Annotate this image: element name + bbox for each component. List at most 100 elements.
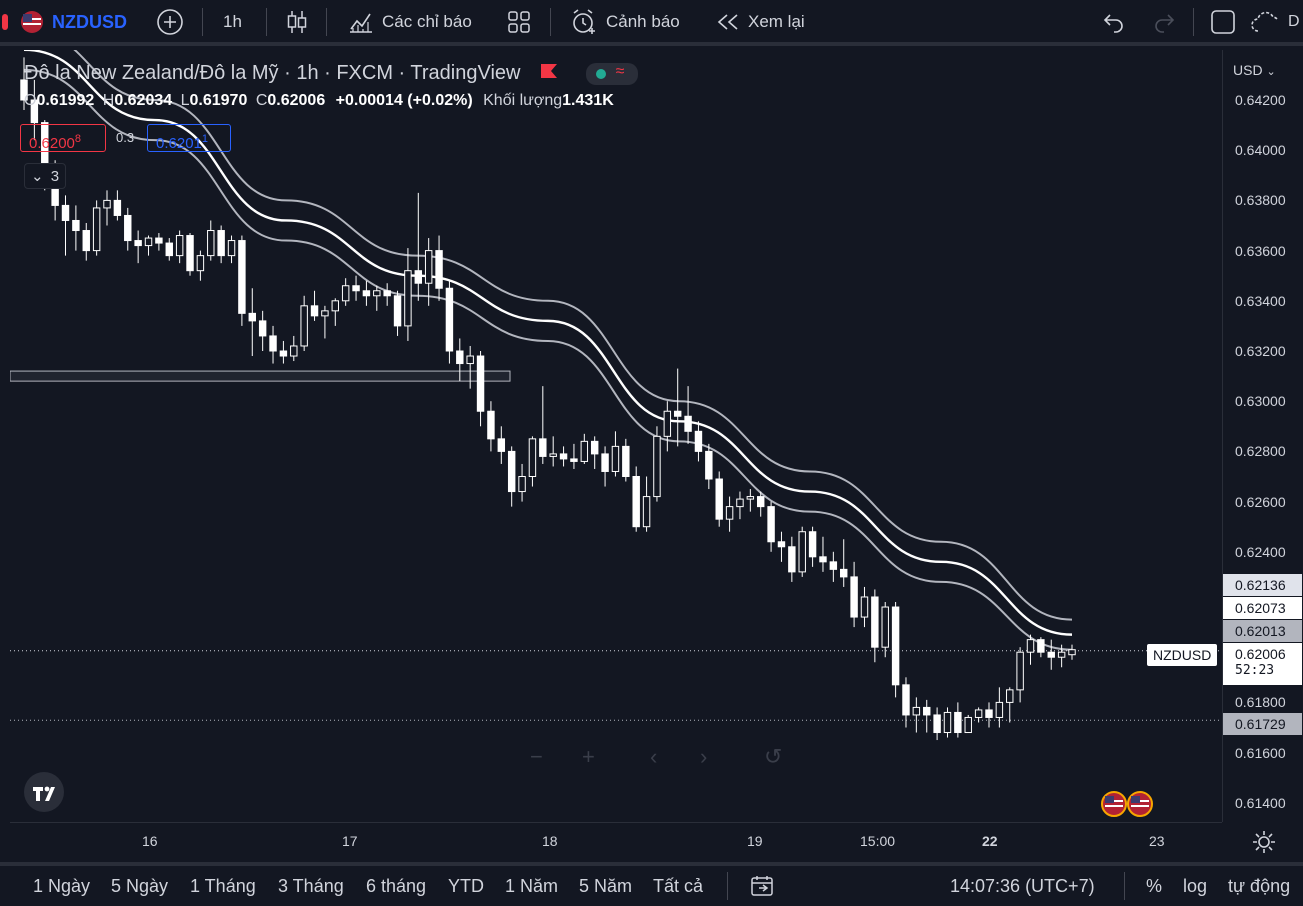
candle-body <box>497 438 506 452</box>
chart-navigation[interactable]: − + ‹ › ↺ <box>530 744 790 774</box>
cloud-icon <box>1251 11 1278 32</box>
buy-button[interactable]: 0.62011 <box>147 124 231 152</box>
buy-price-sup: 1 <box>201 133 209 145</box>
candle-body <box>1026 639 1035 653</box>
add-symbol-button[interactable] <box>156 0 184 44</box>
candle-body <box>622 445 630 478</box>
candlestick-chart[interactable] <box>10 50 1222 822</box>
candle-body <box>767 506 775 543</box>
indicators-collapse-button[interactable]: ⌄ 3 <box>24 163 66 189</box>
alarm-clock-icon <box>573 9 595 34</box>
candle-body <box>456 350 464 365</box>
upper-band-line <box>73 50 1073 621</box>
volume-label: Khối lượng <box>483 92 563 109</box>
price-tick-label: 0.64200 <box>1235 92 1286 108</box>
range-5y[interactable]: 5 Năm <box>579 876 633 896</box>
candle-body <box>207 230 215 257</box>
candle-body <box>663 410 672 437</box>
symbol-selector[interactable]: NZDUSD <box>20 0 127 44</box>
range-3m[interactable]: 3 Tháng <box>278 876 344 896</box>
range-ytd[interactable]: YTD <box>448 876 484 896</box>
toolbar-separator <box>266 8 267 36</box>
candle-body <box>373 290 381 297</box>
last-price-tag: 0.62006 52:23 <box>1223 643 1302 685</box>
sell-button[interactable]: 0.62008 <box>20 124 106 152</box>
alert-button[interactable]: Cảnh báo <box>570 0 680 44</box>
time-axis[interactable]: 16 17 18 19 15:00 22 23 <box>10 822 1222 860</box>
cloud-save-button[interactable]: D <box>1250 0 1300 44</box>
price-tick-label: 0.62400 <box>1235 543 1286 560</box>
chart-legend-title: Đô la New Zealand/Đô la Mỹ · 1h · FXCM ·… <box>24 62 638 85</box>
zoom-out-icon[interactable]: − <box>530 744 543 769</box>
candle-body <box>445 287 454 352</box>
candle-body <box>155 237 163 244</box>
candle-body <box>518 476 526 493</box>
price-tick-label: 0.63200 <box>1235 343 1286 359</box>
currency-label: USD <box>1233 62 1263 78</box>
candle-body <box>290 345 298 357</box>
timezone-clock[interactable]: 14:07:36 (UTC+7) <box>950 876 1095 896</box>
replay-button[interactable]: Xem lại <box>716 0 805 44</box>
candle-body <box>72 219 80 232</box>
range-6m[interactable]: 6 tháng <box>366 876 427 896</box>
undo-button[interactable] <box>1102 0 1126 44</box>
candle-body <box>227 240 236 257</box>
auto-scale-toggle[interactable]: tự động <box>1228 876 1291 896</box>
range-1d[interactable]: 1 Ngày <box>33 876 91 896</box>
candle-body <box>175 235 184 257</box>
percent-toggle[interactable]: % <box>1146 876 1163 896</box>
data-status-badge[interactable]: ≈ <box>585 62 638 85</box>
candle-body <box>736 498 744 508</box>
currency-selector[interactable]: USD ⌄ <box>1233 62 1276 78</box>
interval-button[interactable]: 1h <box>223 0 242 44</box>
indicators-button[interactable]: Các chỉ báo <box>348 0 472 44</box>
candle-body <box>134 240 142 247</box>
wave-icon: ≈ <box>615 62 625 80</box>
economic-events[interactable] <box>1100 790 1156 818</box>
scroll-right-icon[interactable]: › <box>700 744 708 769</box>
scroll-left-icon[interactable]: ‹ <box>650 744 658 769</box>
candle-body <box>341 285 350 302</box>
market-closed-icon <box>540 62 558 85</box>
candle-body <box>383 290 391 297</box>
reset-icon[interactable]: ↺ <box>764 744 783 769</box>
candle-body <box>248 312 256 322</box>
fullscreen-button[interactable] <box>1210 0 1236 44</box>
date-range-button[interactable] <box>750 874 774 903</box>
layouts-button[interactable] <box>507 0 531 44</box>
grid-icon <box>508 11 530 33</box>
zoom-in-icon[interactable]: + <box>582 744 595 769</box>
toolbar-edge-icon <box>2 0 10 44</box>
candle-body <box>923 706 931 716</box>
candle-body <box>850 576 858 618</box>
candle-body <box>715 478 723 520</box>
candle-body <box>238 240 246 314</box>
range-all[interactable]: Tất cả <box>653 876 704 896</box>
time-tick-label: 15:00 <box>860 833 896 849</box>
candle-body <box>362 290 371 297</box>
chart-type-button[interactable] <box>285 0 309 44</box>
price-tick-label: 0.62800 <box>1235 443 1286 460</box>
candle-body <box>954 711 962 734</box>
range-1m[interactable]: 1 Tháng <box>190 876 256 896</box>
tradingview-logo[interactable] <box>24 772 64 812</box>
price-tick-label: 0.63800 <box>1235 192 1286 209</box>
sell-price-sup: 8 <box>74 133 82 145</box>
candle-body <box>881 606 889 648</box>
range-5d[interactable]: 5 Ngày <box>111 876 169 896</box>
chart-pane[interactable]: Đô la New Zealand/Đô la Mỹ · 1h · FXCM ·… <box>10 50 1222 822</box>
candle-body <box>528 438 537 478</box>
candle-body <box>788 546 796 573</box>
sell-price: 0.6200 <box>29 135 75 152</box>
redo-button[interactable] <box>1152 0 1176 44</box>
candle-body <box>393 295 402 327</box>
range-1y[interactable]: 1 Năm <box>505 876 559 896</box>
candle-body <box>642 496 651 528</box>
candle-body <box>1068 649 1076 656</box>
symbol-label: NZDUSD <box>52 11 127 32</box>
candle-body <box>165 242 173 257</box>
candle-body <box>352 285 360 292</box>
log-toggle[interactable]: log <box>1183 876 1208 896</box>
price-axis[interactable]: USD ⌄ 0.64200 0.64000 0.63800 0.63600 0.6340… <box>1222 50 1303 822</box>
settings-button[interactable] <box>1250 828 1278 856</box>
